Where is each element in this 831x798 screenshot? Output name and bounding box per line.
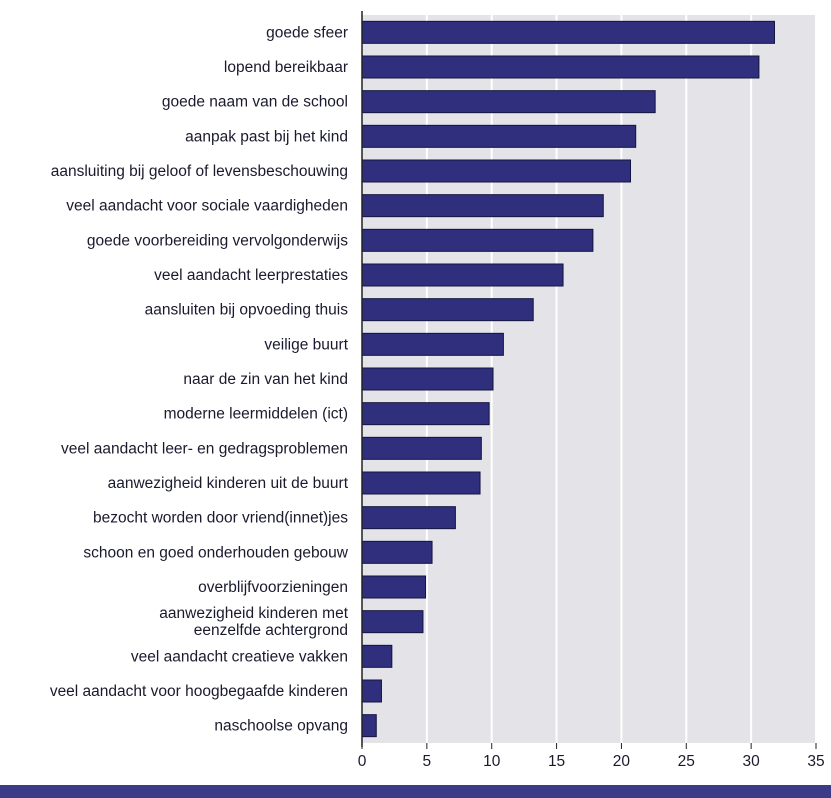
bar bbox=[362, 160, 631, 182]
category-label: aanwezigheid kinderen met bbox=[159, 605, 348, 622]
category-label: eenzelfde achtergrond bbox=[194, 622, 348, 639]
category-label: aansluiten bij opvoeding thuis bbox=[145, 302, 349, 319]
bar bbox=[362, 715, 376, 737]
category-label: overblijfvoorzieningen bbox=[198, 579, 348, 596]
category-label: aanwezigheid kinderen uit de buurt bbox=[108, 475, 349, 492]
category-label: veel aandacht voor hoogbegaafde kinderen bbox=[50, 683, 348, 700]
category-label: veilige buurt bbox=[264, 336, 348, 353]
category-label: moderne leermiddelen (ict) bbox=[164, 406, 348, 423]
bar bbox=[362, 299, 533, 321]
bar bbox=[362, 91, 655, 113]
bottom-band bbox=[0, 785, 831, 798]
bar bbox=[362, 195, 603, 217]
bar bbox=[362, 507, 455, 529]
bar bbox=[362, 437, 481, 459]
x-tick-label: 35 bbox=[807, 753, 824, 770]
category-label: veel aandacht voor sociale vaardigheden bbox=[66, 198, 348, 215]
bar bbox=[362, 576, 426, 598]
category-label: veel aandacht leer- en gedragsproblemen bbox=[61, 440, 348, 457]
x-tick-label: 10 bbox=[483, 753, 501, 770]
bar bbox=[362, 680, 381, 702]
bar bbox=[362, 541, 432, 563]
category-label: aanpak past bij het kind bbox=[185, 128, 348, 145]
bar bbox=[362, 125, 636, 147]
x-tick-label: 30 bbox=[743, 753, 761, 770]
x-tick-label: 5 bbox=[423, 753, 432, 770]
bar bbox=[362, 264, 563, 286]
bar bbox=[362, 645, 392, 667]
bar bbox=[362, 472, 480, 494]
category-label: veel aandacht creatieve vakken bbox=[131, 648, 348, 665]
x-tick-label: 20 bbox=[613, 753, 631, 770]
bar bbox=[362, 368, 493, 390]
category-label: naar de zin van het kind bbox=[183, 371, 348, 388]
category-label: goede naam van de school bbox=[162, 94, 348, 111]
category-label: aansluiting bij geloof of levensbeschouw… bbox=[51, 163, 348, 180]
category-label: bezocht worden door vriend(innet)jes bbox=[93, 510, 348, 527]
x-tick-label: 15 bbox=[548, 753, 565, 770]
bar bbox=[362, 21, 774, 43]
bar bbox=[362, 333, 503, 355]
bar bbox=[362, 403, 489, 425]
category-label: goede sfeer bbox=[266, 24, 348, 41]
x-tick-label: 0 bbox=[358, 753, 367, 770]
x-tick-label: 25 bbox=[678, 753, 695, 770]
category-label: lopend bereikbaar bbox=[224, 59, 348, 76]
category-label: goede voorbereiding vervolgonderwijs bbox=[87, 232, 348, 249]
category-label: schoon en goed onderhouden gebouw bbox=[83, 544, 348, 561]
category-label: naschoolse opvang bbox=[214, 718, 348, 735]
bar bbox=[362, 229, 593, 251]
category-label: veel aandacht leerprestaties bbox=[154, 267, 348, 284]
bar bbox=[362, 611, 423, 633]
bar bbox=[362, 56, 759, 78]
